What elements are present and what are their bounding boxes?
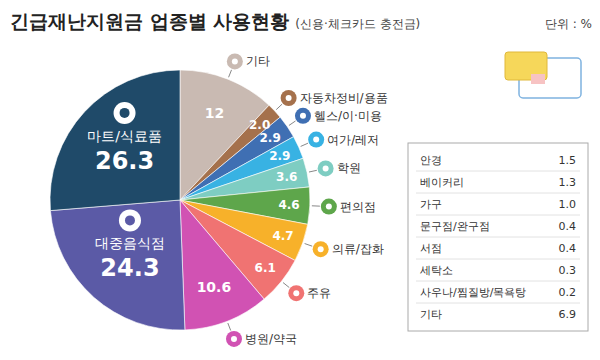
category-label: 편의점 [340, 200, 376, 214]
pie: 12 기타 2.0 자동차정비/용품 2.9 헬스/이·미용 2.9 여가/레저 3.6 학원 4.… [50, 53, 388, 346]
data-label: 12 [205, 105, 224, 121]
icon-circle [119, 209, 141, 231]
category-label: 의류/잡화 [332, 242, 384, 256]
title: 긴급재난지원금 업종별 사용현황 (신용·체크카드 충전금) [10, 10, 420, 32]
leader-line [289, 121, 296, 126]
table-name: 안경 [420, 154, 442, 167]
category-label: 주유 [307, 286, 331, 300]
labels: 12 기타 2.0 자동차정비/용품 2.9 헬스/이·미용 2.9 여가/레저 3.6 학원 4.… [87, 53, 387, 346]
slice [50, 70, 180, 211]
row-divider [416, 259, 580, 260]
row-divider [416, 237, 580, 238]
category-label: 기타 [246, 54, 270, 68]
category-icon-dot [318, 246, 324, 252]
category-icon-dot [326, 204, 332, 210]
table-name: 사우나/찜질방/목욕탕 [420, 286, 526, 299]
data-label: 10.6 [197, 279, 232, 295]
category-icon [318, 160, 334, 176]
table-name: 가구 [420, 198, 442, 211]
data-label: 2.9 [269, 149, 290, 163]
leader-line [305, 244, 313, 247]
table-name: 서점 [420, 242, 442, 255]
icon-dot [120, 108, 130, 118]
table-value: 1.3 [559, 176, 577, 189]
slice [50, 200, 184, 330]
chart: 긴급재난지원금 업종별 사용현황 (신용·체크카드 충전금) 단위 : % 12 기타 2… [0, 0, 600, 360]
slices [50, 70, 310, 330]
leader-line [276, 104, 282, 109]
data-label: 2.9 [259, 131, 280, 145]
data-label: 4.7 [272, 229, 293, 243]
detail-table: 안경 1.5 베이커리 1.3 가구 1.0 문구점/완구점 0.4 서점 0.4 세탁소 0.3 사우… [408, 143, 588, 331]
category-icon [227, 53, 243, 69]
data-label: 4.6 [278, 198, 299, 212]
icon-circle [114, 102, 136, 124]
table-name: 세탁소 [420, 264, 453, 277]
unit-label: 단위 : % [545, 17, 592, 31]
category-label: 여가/레저 [327, 133, 379, 147]
category-icon-dot [232, 58, 238, 64]
leader-line [228, 323, 231, 330]
category-label: 학원 [337, 161, 361, 175]
table-value: 0.3 [559, 264, 577, 277]
row-divider [416, 303, 580, 304]
category-icon [119, 209, 141, 231]
category-icon [281, 90, 297, 106]
data-label: 3.6 [276, 170, 297, 184]
category-icon-dot [293, 290, 299, 296]
row-divider [416, 193, 580, 194]
category-icon-dot [313, 137, 319, 143]
category-icon-dot [300, 113, 306, 119]
table-value: 0.2 [559, 286, 577, 299]
table-name: 기타 [420, 308, 442, 321]
table-name: 문구점/완구점 [420, 220, 490, 233]
category-label: 병원/약국 [245, 332, 297, 346]
slice [180, 200, 264, 330]
icon-dot [125, 215, 135, 225]
category-icon-dot [286, 95, 292, 101]
leader-line [309, 170, 317, 172]
category-icon-dot [231, 336, 237, 342]
category-icon [313, 241, 329, 257]
category-label: 대중음식점 [95, 235, 165, 251]
data-label: 2.0 [249, 118, 270, 132]
subtitle: (신용·체크카드 충전금) [295, 17, 420, 31]
table-name: 베이커리 [420, 176, 464, 189]
table-value: 0.4 [559, 242, 577, 255]
data-label: 26.3 [95, 147, 154, 175]
card-icon [505, 52, 581, 98]
data-label: 6.1 [255, 261, 276, 275]
category-icon [308, 132, 324, 148]
table-frame [408, 143, 588, 331]
category-icon-dot [323, 165, 329, 171]
data-label: 24.3 [100, 254, 159, 282]
category-label: 마트/식료품 [87, 128, 162, 144]
category-icon [114, 102, 136, 124]
leader-line [301, 143, 308, 146]
leader-line [312, 205, 320, 206]
category-label: 자동차정비/용품 [300, 91, 388, 105]
category-icon [321, 199, 337, 215]
category-icon [288, 285, 304, 301]
row-divider [416, 171, 580, 172]
category-label: 헬스/이·미용 [314, 109, 382, 123]
table-value: 6.9 [559, 308, 577, 321]
row-divider [416, 215, 580, 216]
row-divider [416, 281, 580, 282]
table-value: 1.5 [559, 154, 577, 167]
card-chip [531, 74, 545, 84]
category-icon [226, 331, 242, 347]
category-icon [295, 108, 311, 124]
table-value: 0.4 [559, 220, 577, 233]
leader-line [229, 70, 232, 77]
title-main: 긴급재난지원금 업종별 사용현황 [10, 10, 289, 32]
table-value: 1.0 [559, 198, 577, 211]
leader-line [283, 283, 289, 288]
